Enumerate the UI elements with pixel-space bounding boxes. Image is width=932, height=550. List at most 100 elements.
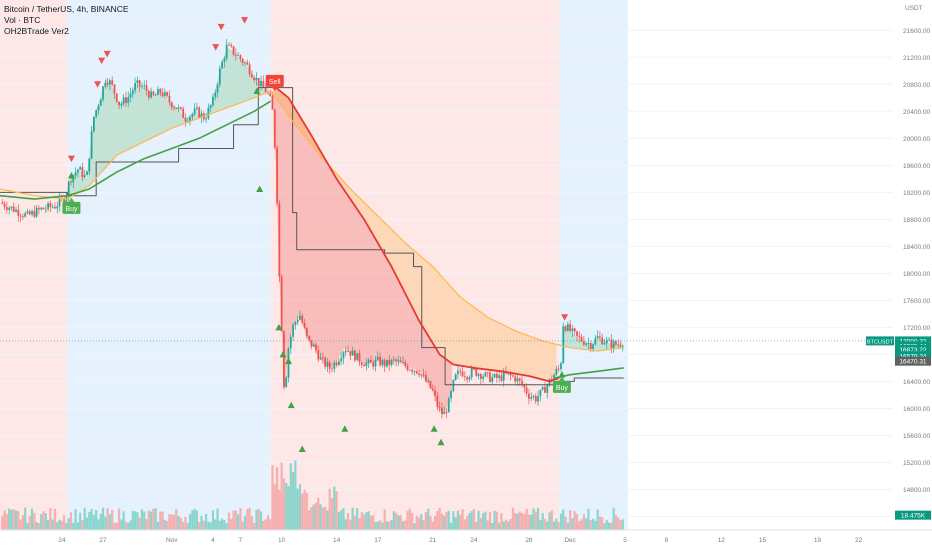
- candle-body-112: [257, 77, 260, 87]
- volume-bar-58: [133, 511, 137, 530]
- volume-bar-191: [438, 508, 441, 530]
- candle-body-99: [228, 44, 230, 46]
- candle-body-168: [386, 359, 388, 367]
- candle-body-158: [363, 364, 365, 367]
- volume-bar-171: [392, 511, 395, 530]
- candle-body-96: [221, 61, 224, 69]
- candle-body-117: [269, 93, 272, 96]
- volume-bar-193: [443, 515, 446, 530]
- signal-label-bg-0: [62, 201, 81, 214]
- candle-body-9: [21, 216, 24, 217]
- volume-bar-173: [397, 515, 400, 530]
- volume-bar-12: [28, 516, 31, 530]
- volume-bar-146: [335, 491, 338, 530]
- candle-body-141: [324, 357, 327, 367]
- volume-bar-178: [408, 508, 411, 530]
- symbol-title[interactable]: Bitcoin / TetherUS, 4h, BINANCE: [4, 4, 129, 14]
- volume-bar-16: [37, 523, 41, 530]
- volume-bar-53: [122, 511, 125, 530]
- volume-indicator-label[interactable]: Vol · BTC: [4, 15, 41, 25]
- signal-label-0: Buy: [65, 206, 78, 213]
- volume-bar-82: [188, 514, 192, 530]
- candle-body-100: [230, 45, 233, 47]
- volume-bar-212: [486, 520, 489, 530]
- volume-bar-96: [221, 518, 224, 530]
- volume-bars: [1, 460, 624, 530]
- candle-body-102: [234, 54, 237, 56]
- price-tick-13: 16400.00: [903, 379, 930, 386]
- time-tick-9: 24: [470, 537, 478, 544]
- candle-body-183: [420, 374, 423, 376]
- volume-bar-71: [163, 519, 166, 530]
- candle-body-258: [592, 344, 594, 349]
- candle-body-207: [475, 368, 478, 376]
- volume-bar-30: [69, 512, 73, 530]
- transition-cloud: [273, 85, 557, 382]
- candle-body-263: [603, 343, 606, 345]
- candle-body-63: [145, 85, 148, 92]
- candle-body-90: [207, 107, 210, 119]
- volume-bar-248: [569, 510, 572, 530]
- price-tag-bg-3: [895, 351, 931, 361]
- candle-body-201: [461, 371, 464, 377]
- candle-body-202: [463, 376, 466, 378]
- candle-body-234: [537, 396, 539, 402]
- candle-body-166: [381, 360, 384, 366]
- candle-body-129: [296, 319, 299, 323]
- volume-bar-267: [612, 507, 615, 530]
- candle-body-155: [356, 353, 359, 361]
- signal-label-bg-2: [552, 380, 571, 393]
- price-tick-9: 18000.00: [903, 271, 930, 278]
- volume-bar-107: [246, 509, 249, 530]
- candle-body-103: [237, 55, 240, 57]
- volume-bar-271: [621, 519, 624, 530]
- up-arrow-marker-0: [67, 171, 75, 179]
- candle-body-226: [518, 378, 521, 381]
- volume-bar-21: [49, 508, 52, 530]
- volume-bar-40: [92, 514, 95, 530]
- candle-body-72: [166, 92, 169, 96]
- candle-body-189: [434, 390, 436, 396]
- volume-bar-192: [440, 513, 444, 530]
- volume-bar-110: [253, 522, 256, 530]
- volume-bar-158: [362, 514, 366, 530]
- volume-bar-3: [8, 508, 11, 530]
- volume-bar-208: [477, 510, 480, 530]
- candle-body-196: [450, 391, 452, 399]
- up-arrow-marker-8: [341, 425, 349, 432]
- candle-body-95: [218, 68, 221, 85]
- candle-body-231: [530, 396, 533, 399]
- signal-pointer-0: [68, 197, 75, 202]
- volume-bar-255: [585, 518, 588, 530]
- candle-body-94: [216, 84, 219, 93]
- candle-body-235: [539, 389, 542, 397]
- strategy-indicator-label[interactable]: OH2BTrade Ver2: [4, 26, 69, 36]
- green-ema-line-1: [0, 100, 272, 200]
- volume-bar-186: [427, 508, 430, 530]
- volume-bar-270: [619, 519, 622, 530]
- candle-body-41: [95, 110, 98, 117]
- candle-body-4: [10, 206, 13, 208]
- up-arrow-marker-9: [430, 425, 438, 432]
- volume-bar-95: [218, 520, 221, 530]
- candle-body-192: [441, 407, 443, 414]
- volume-bar-226: [518, 511, 521, 530]
- candle-body-2: [5, 207, 8, 210]
- candle-body-42: [97, 105, 100, 111]
- volume-bar-213: [488, 511, 492, 530]
- time-tick-11: Dec: [564, 537, 576, 544]
- candle-body-73: [168, 95, 171, 103]
- volume-bar-164: [376, 521, 379, 530]
- volume-bar-11: [26, 523, 29, 530]
- chart-legend: Bitcoin / TetherUS, 4h, BINANCE Vol · BT…: [4, 4, 129, 37]
- volume-bar-105: [241, 521, 244, 530]
- volume-bar-134: [308, 510, 311, 530]
- price-tag-bg-4: [895, 356, 931, 366]
- candle-body-257: [589, 343, 592, 349]
- candle-body-68: [157, 88, 159, 95]
- volume-bar-265: [607, 522, 611, 530]
- volume-bar-68: [156, 521, 160, 530]
- volume-bar-188: [431, 521, 434, 530]
- volume-bar-166: [381, 522, 384, 530]
